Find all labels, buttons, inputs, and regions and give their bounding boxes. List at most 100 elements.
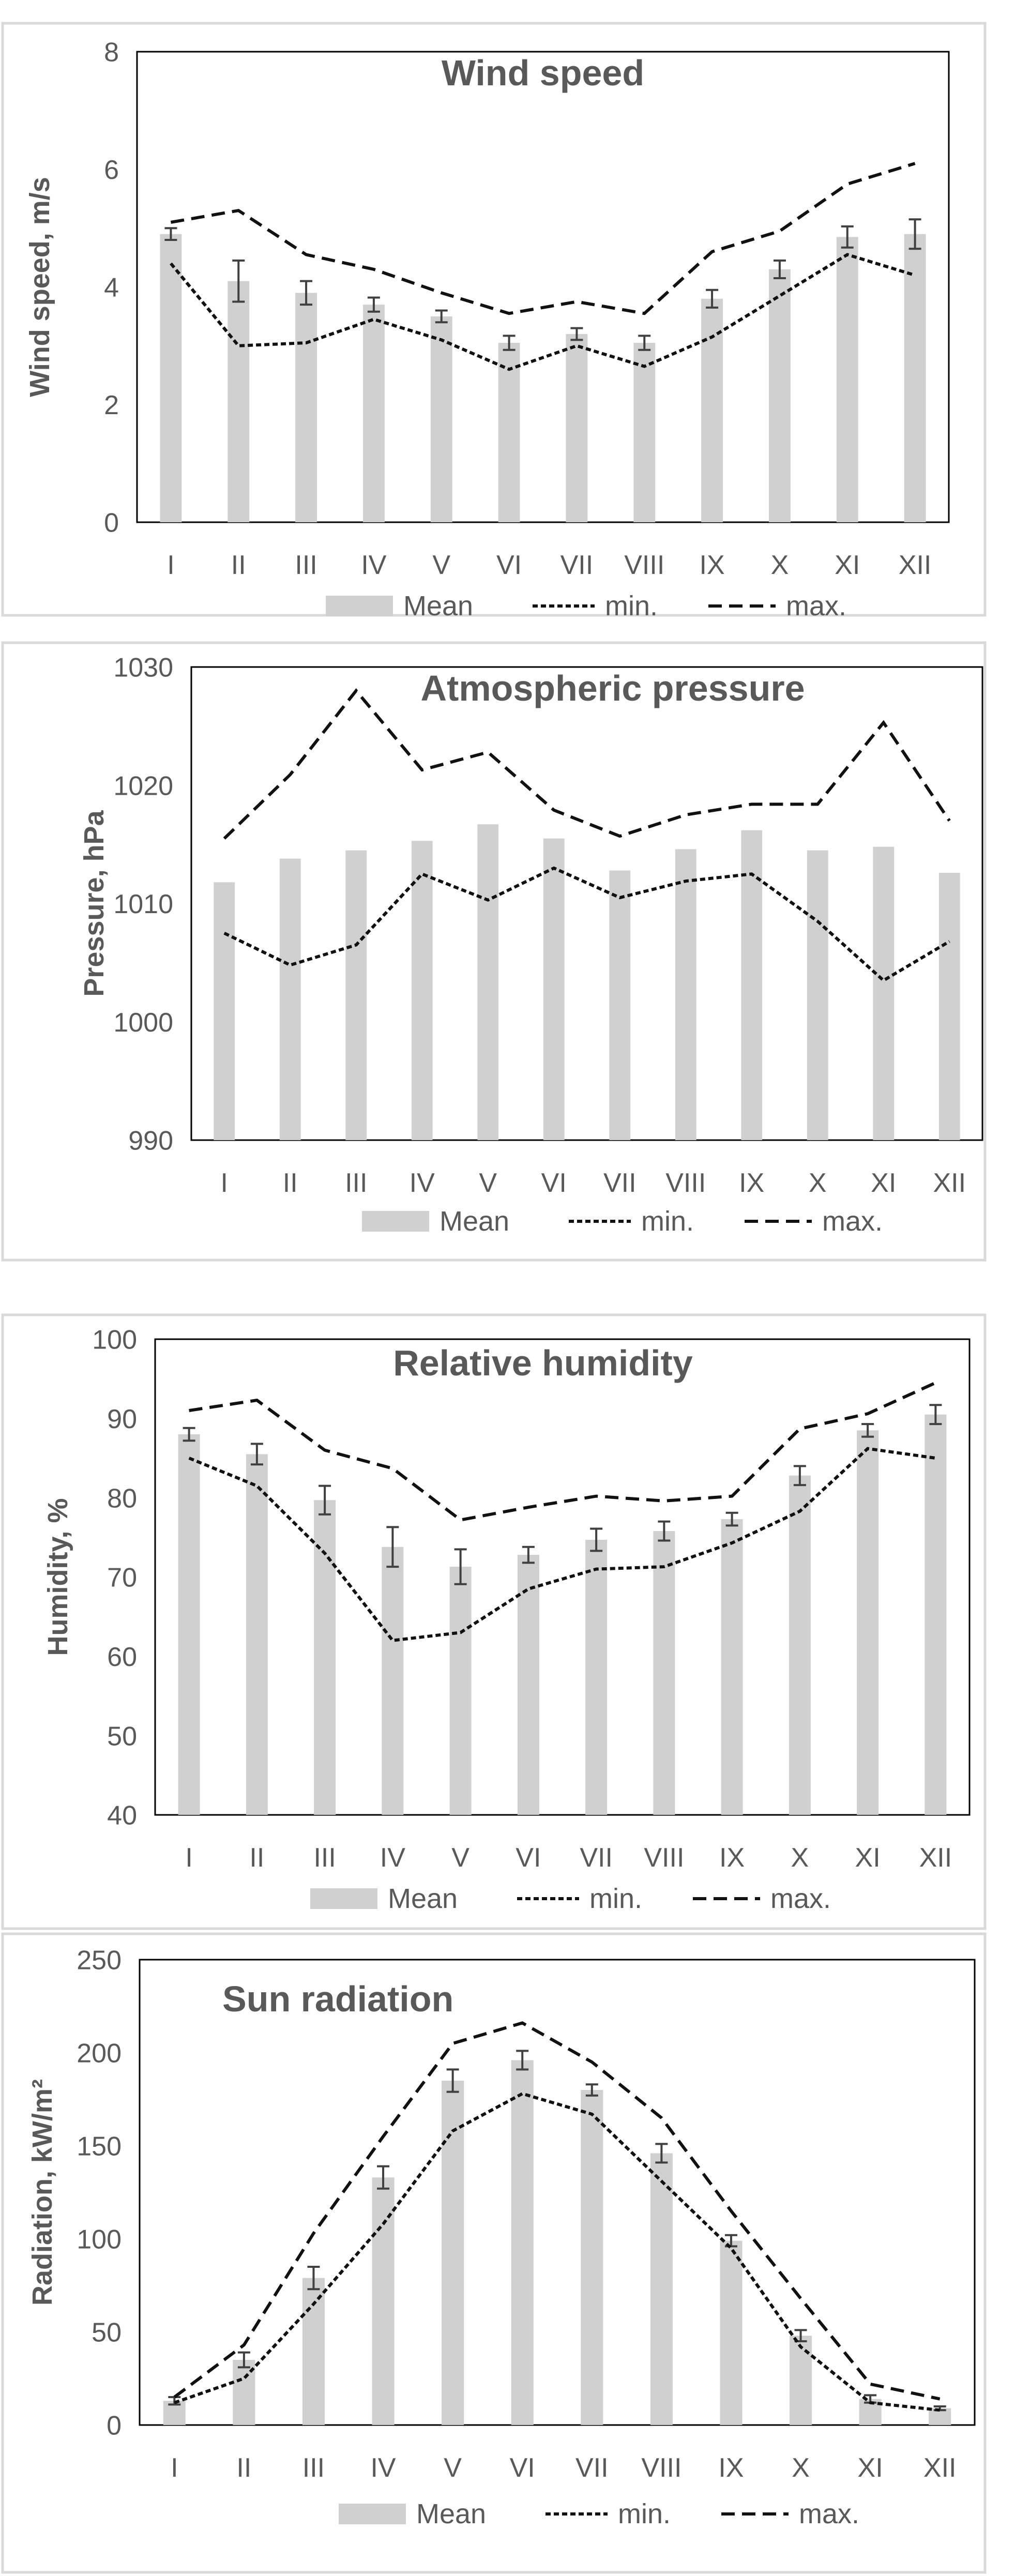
bar-mean bbox=[246, 1454, 268, 1815]
x-tick-label: VIII bbox=[644, 1843, 684, 1873]
chart-panel-border bbox=[1, 1932, 987, 2574]
bar-mean bbox=[382, 1547, 404, 1815]
x-tick-label: II bbox=[231, 550, 246, 580]
x-tick-label: XII bbox=[933, 1168, 966, 1198]
legend-label-mean: Mean bbox=[403, 590, 473, 622]
y-tick-label: 40 bbox=[107, 1801, 137, 1831]
x-tick-label: XI bbox=[835, 550, 860, 580]
bar-mean bbox=[442, 2081, 464, 2425]
bar-mean bbox=[585, 1539, 608, 1815]
bar-mean bbox=[790, 2336, 812, 2425]
bar-mean bbox=[498, 343, 520, 522]
legend-swatch-mean bbox=[339, 2504, 406, 2524]
x-tick-label: X bbox=[792, 2453, 810, 2483]
legend-label-min: min. bbox=[605, 590, 658, 622]
y-tick-label: 2 bbox=[104, 390, 119, 420]
x-tick-label: IX bbox=[739, 1168, 764, 1198]
legend-label-max: max. bbox=[799, 2498, 859, 2529]
x-tick-label: V bbox=[444, 2453, 462, 2483]
x-tick-label: III bbox=[313, 1843, 336, 1873]
x-tick-label: VII bbox=[560, 550, 594, 580]
y-tick-label: 50 bbox=[107, 1721, 137, 1751]
chart-panel-border bbox=[1, 1313, 987, 1930]
legend-label-mean: Mean bbox=[416, 2498, 486, 2529]
bar-mean bbox=[228, 281, 250, 522]
series-line-min bbox=[188, 1447, 936, 1642]
x-tick-label: VIII bbox=[641, 2453, 681, 2483]
x-tick-label: V bbox=[451, 1843, 469, 1873]
y-tick-label: 990 bbox=[128, 1126, 173, 1156]
bar-mean bbox=[873, 846, 895, 1140]
y-tick-label: 200 bbox=[77, 2039, 122, 2069]
x-tick-label: X bbox=[791, 1843, 809, 1873]
x-tick-label: IX bbox=[700, 550, 725, 580]
legend-label-min: min. bbox=[618, 2498, 671, 2529]
bar-mean bbox=[768, 269, 791, 522]
y-axis-label: Humidity, % bbox=[42, 1498, 73, 1656]
bar-mean bbox=[721, 1519, 743, 1815]
plot-area-border bbox=[136, 51, 950, 523]
x-tick-label: IV bbox=[361, 550, 386, 580]
bar-mean bbox=[178, 1434, 200, 1815]
x-tick-label: IV bbox=[380, 1843, 405, 1873]
x-tick-label: IX bbox=[718, 2453, 744, 2483]
bar-mean bbox=[720, 2240, 743, 2425]
legend-swatch-mean bbox=[326, 596, 393, 616]
plot-area-border bbox=[190, 666, 983, 1141]
bar-mean bbox=[653, 1531, 675, 1815]
bar-mean bbox=[675, 849, 696, 1140]
series-line-min bbox=[174, 2092, 941, 2412]
x-tick-label: XII bbox=[919, 1843, 952, 1873]
chart-title: Relative humidity bbox=[393, 1343, 693, 1383]
y-tick-label: 100 bbox=[77, 2225, 122, 2255]
x-tick-label: XI bbox=[855, 1843, 881, 1873]
series-line-max bbox=[173, 2021, 941, 2401]
bar-mean bbox=[411, 841, 433, 1140]
bar-mean bbox=[789, 1475, 811, 1815]
legend-label-mean: Mean bbox=[440, 1206, 509, 1237]
y-tick-label: 0 bbox=[104, 508, 119, 538]
bar-mean bbox=[511, 2060, 534, 2425]
x-tick-label: II bbox=[236, 2453, 251, 2483]
x-tick-label: XI bbox=[858, 2453, 883, 2483]
x-tick-label: X bbox=[771, 550, 789, 580]
y-tick-label: 80 bbox=[107, 1483, 137, 1513]
bar-mean bbox=[857, 1430, 879, 1815]
x-tick-label: VII bbox=[575, 2453, 609, 2483]
bar-mean bbox=[650, 2153, 673, 2425]
chart-title: Atmospheric pressure bbox=[420, 668, 805, 708]
series-line-min bbox=[170, 253, 916, 371]
y-tick-label: 6 bbox=[104, 155, 119, 185]
y-tick-label: 60 bbox=[107, 1642, 137, 1672]
bar-mean bbox=[345, 850, 367, 1140]
x-tick-label: VI bbox=[510, 2453, 535, 2483]
x-tick-label: I bbox=[167, 550, 174, 580]
bar-mean bbox=[517, 1555, 539, 1815]
chart-title: Wind speed bbox=[442, 53, 644, 93]
bar-mean bbox=[904, 234, 926, 522]
x-tick-label: V bbox=[432, 550, 450, 580]
bar-mean bbox=[633, 343, 656, 522]
bar-mean bbox=[214, 882, 235, 1140]
legend-swatch-mean bbox=[362, 1211, 429, 1232]
x-tick-label: I bbox=[171, 2453, 178, 2483]
series-line-max bbox=[170, 162, 916, 315]
bar-mean bbox=[362, 305, 385, 522]
y-axis-label: Radiation, kW/m² bbox=[27, 2079, 58, 2306]
y-tick-label: 1020 bbox=[113, 771, 173, 801]
bar-mean bbox=[279, 858, 301, 1140]
series-line-max bbox=[189, 1381, 936, 1522]
bar-mean bbox=[925, 1414, 947, 1815]
x-tick-label: XII bbox=[923, 2453, 957, 2483]
x-tick-label: X bbox=[809, 1168, 827, 1198]
y-tick-label: 8 bbox=[104, 38, 119, 68]
x-tick-label: VIII bbox=[665, 1168, 706, 1198]
x-tick-label: VI bbox=[496, 550, 522, 580]
x-tick-label: IV bbox=[410, 1168, 435, 1198]
bar-mean bbox=[543, 838, 565, 1140]
x-tick-label: II bbox=[249, 1843, 264, 1873]
chart-title: Sun radiation bbox=[222, 1979, 453, 2019]
bar-mean bbox=[295, 293, 317, 522]
